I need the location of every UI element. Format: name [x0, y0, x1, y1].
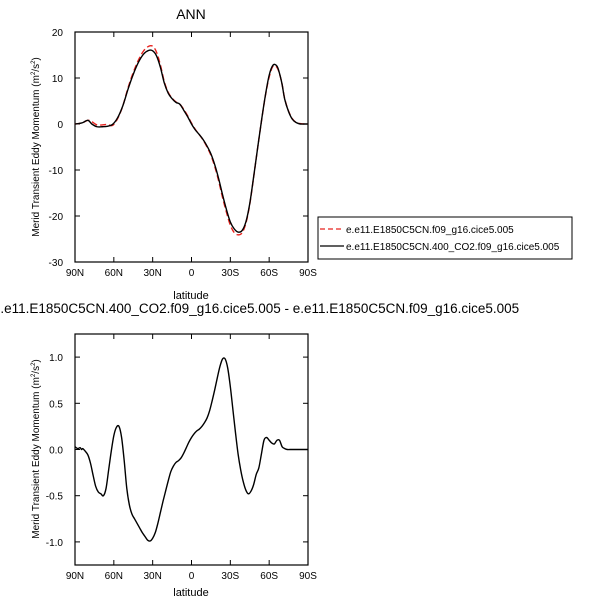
- bottom-y-tick-label: -1.0: [46, 538, 64, 549]
- top-x-tick-label: 60S: [260, 268, 278, 279]
- bottom-x-axis-label: latitude: [173, 587, 208, 599]
- top-y-tick-label: -20: [49, 212, 64, 223]
- top-x-axis-label: latitude: [173, 290, 208, 302]
- bottom-y-tick-label: 0.0: [49, 446, 63, 457]
- bottom-y-tick-label: 1.0: [49, 353, 63, 364]
- bottom-x-tick-label: 30S: [221, 571, 239, 582]
- top-panel: ANN 20 10 0 -10 -20 -30 90N 60N 30N 0 30S 60S 90S l…: [31, 6, 317, 302]
- bottom-series-line-0: [74, 357, 308, 542]
- bottom-x-tick-label: 0: [189, 571, 195, 582]
- legend-box: [317, 216, 573, 260]
- top-y-tick-label: -10: [49, 166, 64, 177]
- top-x-tick-label: 30N: [143, 268, 161, 279]
- top-x-tick-label: 30S: [221, 268, 239, 279]
- top-x-axis: 90N 60N 30N 0 30S 60S 90S: [66, 32, 317, 279]
- top-x-tick-label: 90S: [299, 268, 317, 279]
- top-y-axis-label: Merid Transient Eddy Momentum (m2/s2): [31, 57, 42, 237]
- top-series-line-1: [74, 49, 308, 233]
- bottom-y-tick-label: 0.5: [49, 399, 63, 410]
- top-y-tick-label: 0: [57, 120, 63, 131]
- bottom-x-tick-label: 60N: [105, 571, 123, 582]
- top-x-tick-label: 60N: [105, 268, 123, 279]
- bottom-x-tick-label: 90N: [66, 571, 84, 582]
- bottom-x-tick-label: 90S: [299, 571, 317, 582]
- top-title: ANN: [176, 6, 206, 22]
- top-series-lines: [74, 44, 309, 236]
- bottom-x-tick-label: 30N: [143, 571, 161, 582]
- legend-entry-co2: e.e11.E1850C5CN.400_CO2.f09_g16.cice5.00…: [346, 242, 560, 253]
- legend-entry-control: e.e11.E1850C5CN.f09_g16.cice5.005: [346, 225, 514, 236]
- bottom-x-axis: 90N 60N 30N 0 30S 60S 90S: [66, 334, 317, 582]
- top-y-tick-label: -30: [49, 258, 64, 269]
- bottom-y-axis-label: Merid Transient Eddy Momentum (m2/s2): [31, 359, 42, 539]
- top-x-tick-label: 90N: [66, 268, 84, 279]
- bottom-panel: e.e11.E1850C5CN.400_CO2.f09_g16.cice5.00…: [0, 301, 519, 599]
- bottom-y-axis: 1.0 0.5 0.0 -0.5 -1.0: [46, 353, 308, 549]
- top-y-axis: 20 10 0 -10 -20 -30: [49, 28, 308, 269]
- top-y-tick-label: 10: [52, 74, 64, 85]
- bottom-series-lines: [74, 357, 308, 542]
- bottom-x-tick-label: 60S: [260, 571, 278, 582]
- top-y-tick-label: 20: [52, 28, 64, 39]
- top-series-line-0: [74, 44, 309, 236]
- top-x-tick-label: 0: [189, 268, 195, 279]
- bottom-y-tick-label: -0.5: [46, 492, 64, 503]
- legend: e.e11.E1850C5CN.f09_g16.cice5.005 e.e11.…: [317, 216, 573, 260]
- bottom-title: e.e11.E1850C5CN.400_CO2.f09_g16.cice5.00…: [0, 301, 519, 316]
- bottom-plot-frame: [74, 333, 309, 566]
